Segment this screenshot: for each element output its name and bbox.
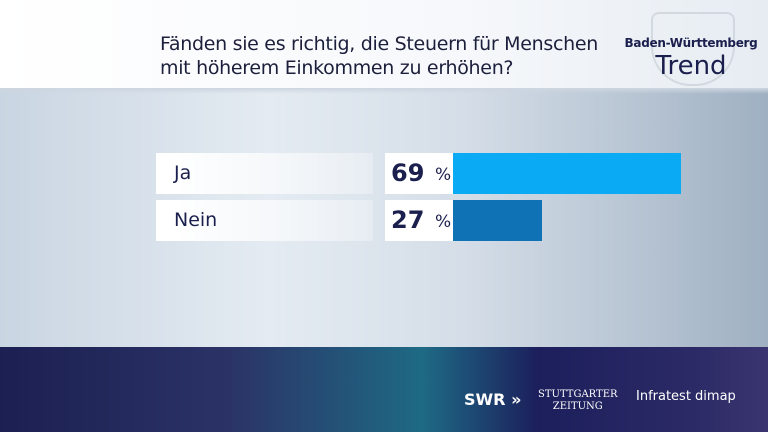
unit-label: % xyxy=(435,212,452,232)
coat-of-arms-icon xyxy=(651,12,735,86)
category-label-box: Ja xyxy=(156,153,373,194)
bar xyxy=(453,200,543,241)
bw-trend-logo: Baden-Württemberg Trend xyxy=(621,10,761,86)
sz-line2: ZEITUNG xyxy=(552,401,603,412)
category-label-box: Nein xyxy=(156,200,373,241)
sz-line1: STUTTGARTER xyxy=(538,389,618,400)
infratest-dimap-logo: Infratest dimap xyxy=(636,389,736,404)
logo-line2: Trend xyxy=(655,51,727,81)
swr-logo: SWR » xyxy=(464,390,522,409)
data-label: 69 xyxy=(391,159,425,187)
logo-line1: Baden-Württemberg xyxy=(624,36,758,50)
bar xyxy=(453,153,681,194)
swr-text: SWR xyxy=(464,390,506,409)
footer: SWR » STUTTGARTER ZEITUNG Infratest dima… xyxy=(0,347,768,432)
header: Fänden sie es richtig, die Steuern für M… xyxy=(0,0,768,94)
data-label: 27 xyxy=(391,206,425,234)
category-label: Ja xyxy=(174,162,192,184)
stuttgarter-zeitung-logo: STUTTGARTER ZEITUNG xyxy=(538,389,618,413)
unit-label: % xyxy=(435,165,452,185)
category-label: Nein xyxy=(174,209,218,231)
chart-title: Fänden sie es richtig, die Steuern für M… xyxy=(160,33,598,79)
value-box: 69% xyxy=(385,153,453,194)
value-box: 27% xyxy=(385,200,453,241)
